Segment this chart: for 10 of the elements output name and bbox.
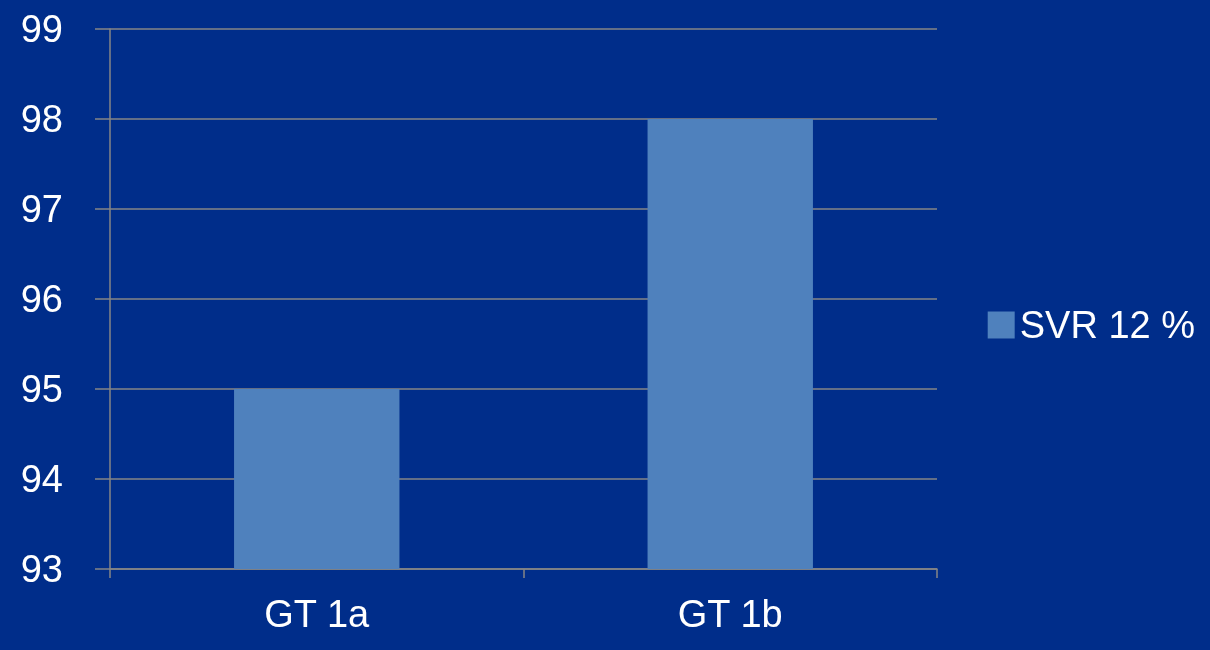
y-tick-label: 98: [20, 98, 63, 140]
y-tick-label: 94: [20, 458, 63, 500]
x-tick-label: GT 1b: [677, 593, 783, 635]
y-tick-label: 93: [20, 548, 63, 590]
legend-label: SVR 12 %: [1019, 304, 1196, 346]
y-tick-label: 95: [20, 368, 63, 410]
y-tick-label: 96: [20, 278, 63, 320]
y-tick-label: 97: [20, 188, 63, 230]
y-tick-label: 99: [20, 8, 63, 50]
x-tick-label: GT 1a: [264, 593, 371, 635]
